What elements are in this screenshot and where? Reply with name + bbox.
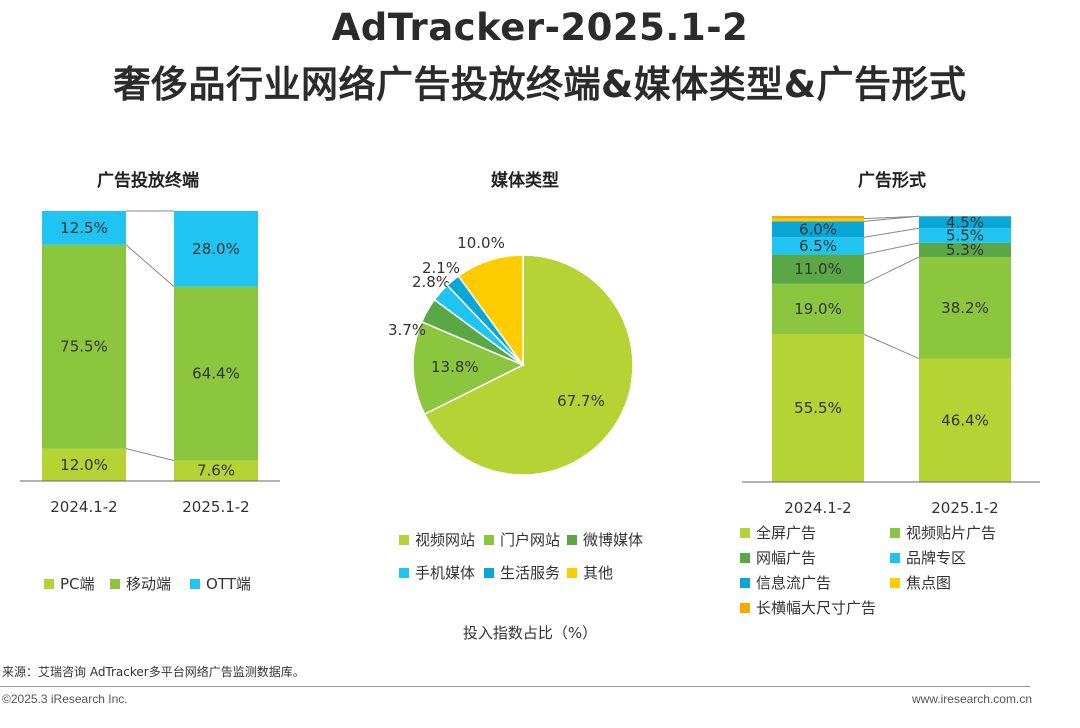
format-legend-swatch-3 <box>890 553 900 563</box>
terminal-label-0-1: 75.5% <box>60 338 108 356</box>
format-legend-label-1: 视频贴片广告 <box>906 524 996 542</box>
pie-label-1: 13.8% <box>431 358 479 376</box>
format-label-1-0: 46.4% <box>941 411 989 429</box>
unit-label: 投入指数占比（%） <box>462 624 598 642</box>
format-connector-2 <box>863 242 920 256</box>
format-label-0-1: 19.0% <box>794 300 842 318</box>
media-legend-swatch-2 <box>567 535 577 545</box>
terminal-title: 广告投放终端 <box>97 170 199 191</box>
source-note: 来源：艾瑞咨询 AdTracker多平台网络广告监测数据库。 <box>2 665 305 679</box>
format-legend-swatch-5 <box>890 578 900 588</box>
format-bar-1-0 <box>919 358 1011 482</box>
format-title: 广告形式 <box>858 170 926 191</box>
terminal-bar-1-2 <box>174 211 258 287</box>
format-label-1-4: 4.5% <box>946 213 984 231</box>
terminal-legend-swatch-2 <box>190 579 200 589</box>
terminal-connector-1 <box>125 244 175 287</box>
media-legend-label-3: 手机媒体 <box>415 564 475 582</box>
terminal-label-0-2: 12.5% <box>60 219 108 237</box>
copyright: ©2025.3 iResearch Inc. <box>2 692 128 706</box>
pie-label-5: 10.0% <box>457 234 505 252</box>
media-legend-label-5: 其他 <box>583 564 613 582</box>
format-legend-label-0: 全屏广告 <box>756 524 816 542</box>
page-title-line1: AdTracker-2025.1-2 <box>331 6 749 49</box>
footer-divider <box>0 686 1030 687</box>
format-legend-swatch-1 <box>890 528 900 538</box>
page-title-line2: 奢侈品行业网络广告投放终端&媒体类型&广告形式 <box>113 63 967 106</box>
format-bar-0-2 <box>772 254 864 284</box>
media-legend-swatch-1 <box>484 535 494 545</box>
terminal-label-1-0: 7.6% <box>197 462 235 480</box>
format-legend-swatch-6 <box>740 603 750 613</box>
format-bar-0-1 <box>772 283 864 335</box>
format-connector-1 <box>863 256 920 285</box>
terminal-bar-1-0 <box>174 460 258 481</box>
format-bar-1-3 <box>919 228 1011 243</box>
terminal-bar-0-1 <box>42 244 126 449</box>
terminal-label-1-1: 64.4% <box>192 365 240 383</box>
format-legend-label-6: 长横幅大尺寸广告 <box>756 599 876 617</box>
terminal-bar-1-1 <box>174 286 258 461</box>
format-xtick-0: 2024.1-2 <box>784 499 851 517</box>
media-legend-swatch-3 <box>399 568 409 578</box>
media-legend-swatch-5 <box>567 568 577 578</box>
media-legend-label-0: 视频网站 <box>415 531 475 549</box>
media-legend-swatch-4 <box>484 568 494 578</box>
format-bar-1-2 <box>919 242 1011 257</box>
media-legend-label-4: 生活服务 <box>500 564 560 582</box>
format-legend-label-2: 网幅广告 <box>756 549 816 567</box>
format-label-1-1: 38.2% <box>941 299 989 317</box>
format-label-1-3: 5.5% <box>946 227 984 245</box>
format-connector-0 <box>863 333 920 360</box>
terminal-label-0-0: 12.0% <box>60 456 108 474</box>
format-connector-5 <box>863 215 920 220</box>
terminal-xtick-1: 2025.1-2 <box>182 498 249 516</box>
format-label-1-2: 5.3% <box>946 241 984 259</box>
terminal-bar-0-2 <box>42 211 126 245</box>
terminal-legend-swatch-0 <box>44 579 54 589</box>
terminal-group <box>20 210 280 482</box>
terminal-connector-0 <box>125 448 175 461</box>
terminal-xtick-0: 2024.1-2 <box>50 498 117 516</box>
pie-slice-5 <box>457 254 524 368</box>
website: www.iresearch.com.cn <box>911 692 1032 706</box>
format-legend-swatch-2 <box>740 553 750 563</box>
format-bar-0-4 <box>772 221 864 238</box>
format-label-0-0: 55.5% <box>794 399 842 417</box>
format-legend-label-5: 焦点图 <box>906 574 951 592</box>
format-xtick-1: 2025.1-2 <box>931 499 998 517</box>
pie-label-2: 3.7% <box>388 321 426 339</box>
format-legend-label-3: 品牌专区 <box>906 549 966 567</box>
media-legend-swatch-0 <box>399 535 409 545</box>
media-legend-label-2: 微博媒体 <box>583 531 643 549</box>
terminal-legend-label-2: OTT端 <box>206 575 251 593</box>
pie-slice-0 <box>423 254 634 476</box>
pie-label-0: 67.7% <box>557 392 605 410</box>
format-bar-1-1 <box>919 256 1011 359</box>
format-group <box>742 215 1040 483</box>
terminal-legend-label-1: 移动端 <box>126 575 171 593</box>
media-legend-label-1: 门户网站 <box>500 531 560 549</box>
format-bar-0-6 <box>772 216 864 219</box>
terminal-legend-label-0: PC端 <box>60 575 95 593</box>
terminal-bar-0-0 <box>42 448 126 481</box>
format-legend-swatch-4 <box>740 578 750 588</box>
terminal-legend-swatch-1 <box>110 579 120 589</box>
format-bar-0-5 <box>772 218 864 222</box>
pie-slice-1 <box>412 320 525 416</box>
pie-label-3: 2.8% <box>412 273 450 291</box>
terminal-label-1-2: 28.0% <box>192 240 240 258</box>
format-bar-0-0 <box>772 334 864 482</box>
format-label-0-2: 11.0% <box>794 260 842 278</box>
format-connector-3 <box>863 227 920 238</box>
format-legend-label-4: 信息流广告 <box>756 574 831 592</box>
format-label-0-4: 6.0% <box>799 220 837 238</box>
format-bar-0-3 <box>772 237 864 255</box>
format-legend-swatch-0 <box>740 528 750 538</box>
format-label-0-3: 6.5% <box>799 237 837 255</box>
media-title: 媒体类型 <box>491 170 559 191</box>
format-bar-1-4 <box>919 216 1011 229</box>
pie-label-4: 2.1% <box>422 259 460 277</box>
